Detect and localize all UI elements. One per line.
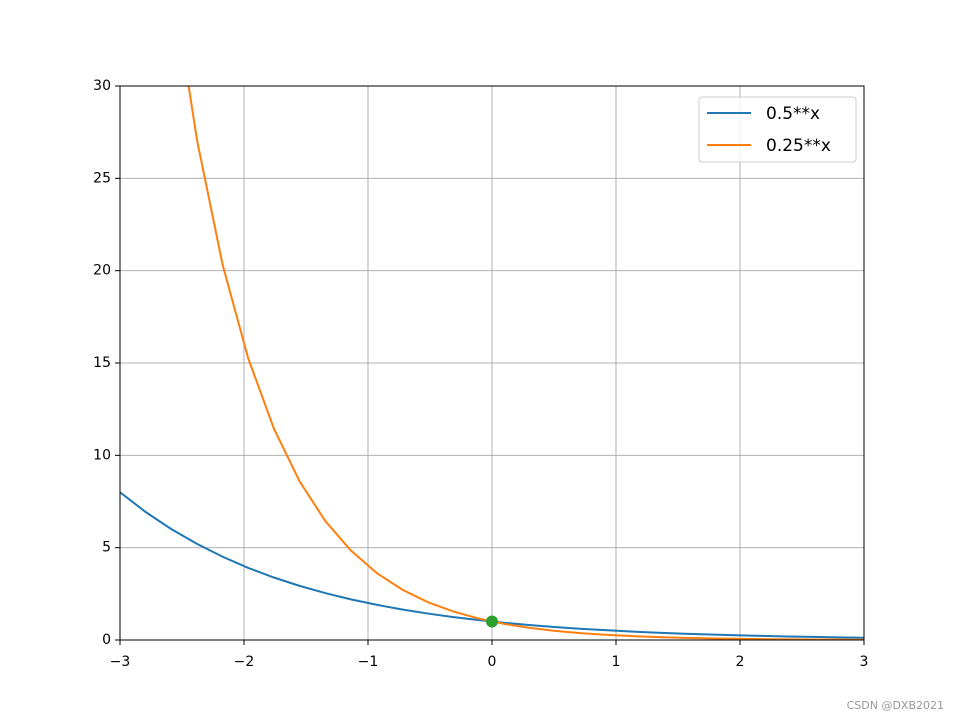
y-tick-label: 30 <box>93 78 111 94</box>
point-marker <box>486 615 498 628</box>
y-tick-label: 0 <box>102 632 111 648</box>
plot-area <box>120 86 864 640</box>
y-tick-label: 5 <box>102 540 111 556</box>
y-tick-label: 10 <box>93 447 111 463</box>
x-tick-label: −3 <box>110 654 131 670</box>
y-tick-label: 20 <box>93 263 111 279</box>
grid <box>119 85 865 641</box>
y-tick-label: 15 <box>93 355 111 371</box>
x-tick-label: 3 <box>860 654 869 670</box>
legend-label: 0.5**x <box>766 104 820 124</box>
x-tick-label: 0 <box>488 654 497 670</box>
watermark: CSDN @DXB2021 <box>847 699 944 712</box>
x-tick-label: −1 <box>358 654 379 670</box>
y-tick-label: 25 <box>93 170 111 186</box>
x-tick-label: 1 <box>612 654 621 670</box>
x-tick-label: 2 <box>736 654 745 670</box>
x-tick-label: −2 <box>234 654 255 670</box>
legend-label: 0.25**x <box>766 136 831 156</box>
legend: 0.5**x 0.25**x <box>698 96 857 163</box>
